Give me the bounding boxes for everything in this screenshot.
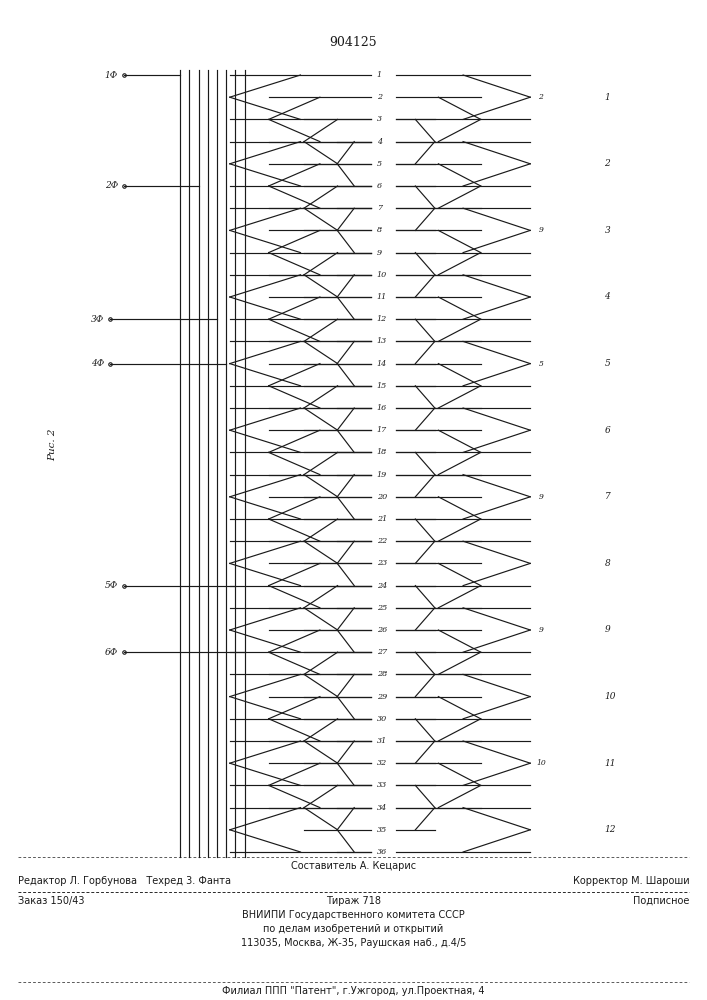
Text: 5: 5	[539, 360, 543, 368]
Text: 16: 16	[377, 404, 387, 412]
Text: 4: 4	[604, 292, 610, 301]
Text: 1Ф: 1Ф	[105, 70, 118, 80]
Text: 34: 34	[377, 804, 387, 812]
Text: 29: 29	[377, 693, 387, 701]
Text: 11: 11	[377, 293, 387, 301]
Text: 12: 12	[604, 825, 616, 834]
Text: 25: 25	[377, 604, 387, 612]
Text: 8: 8	[604, 559, 610, 568]
Text: Тираж 718: Тираж 718	[326, 896, 381, 906]
Text: 20: 20	[377, 493, 387, 501]
Text: 2: 2	[604, 159, 610, 168]
Text: 5: 5	[377, 160, 382, 168]
Text: 9: 9	[539, 493, 543, 501]
Text: Рис. 2: Рис. 2	[49, 429, 57, 461]
Text: 23: 23	[377, 559, 387, 567]
Text: 6: 6	[604, 426, 610, 435]
Text: 2Ф: 2Ф	[105, 182, 118, 190]
Text: 2: 2	[377, 93, 382, 101]
Text: 1: 1	[604, 93, 610, 102]
Text: 14: 14	[377, 360, 387, 368]
Text: по делам изобретений и открытий: по делам изобретений и открытий	[264, 924, 443, 934]
Text: 24: 24	[377, 582, 387, 590]
Text: 3: 3	[604, 226, 610, 235]
Text: 9: 9	[604, 626, 610, 635]
Text: 4Ф: 4Ф	[90, 359, 104, 368]
Text: Корректор М. Шароши: Корректор М. Шароши	[573, 876, 689, 886]
Text: 4: 4	[377, 138, 382, 146]
Text: 904125: 904125	[329, 36, 378, 49]
Text: 21: 21	[377, 515, 387, 523]
Text: 10: 10	[536, 759, 546, 767]
Text: Подписное: Подписное	[633, 896, 689, 906]
Text: 7: 7	[377, 204, 382, 212]
Text: 6: 6	[377, 182, 382, 190]
Text: 15: 15	[377, 382, 387, 390]
Text: 2: 2	[539, 93, 543, 101]
Text: 10: 10	[604, 692, 616, 701]
Text: 19: 19	[377, 471, 387, 479]
Text: 9: 9	[539, 626, 543, 634]
Text: 28: 28	[377, 670, 387, 678]
Text: 10: 10	[377, 271, 387, 279]
Text: 13: 13	[377, 337, 387, 345]
Text: 33: 33	[377, 781, 387, 789]
Text: 9: 9	[539, 226, 543, 234]
Text: 12: 12	[377, 315, 387, 323]
Text: Составитель А. Кецарис: Составитель А. Кецарис	[291, 861, 416, 871]
Text: 113035, Москва, Ж-35, Раушская наб., д.4/5: 113035, Москва, Ж-35, Раушская наб., д.4…	[241, 938, 466, 948]
Text: 9: 9	[377, 249, 382, 257]
Text: 18: 18	[377, 448, 387, 456]
Text: 35: 35	[377, 826, 387, 834]
Text: Заказ 150/43: Заказ 150/43	[18, 896, 84, 906]
Text: Редактор Л. Горбунова   Техред 3. Фанта: Редактор Л. Горбунова Техред 3. Фанта	[18, 876, 230, 886]
Text: 36: 36	[377, 848, 387, 856]
Text: 17: 17	[377, 426, 387, 434]
Text: Филиал ППП "Патент", г.Ужгород, ул.Проектная, 4: Филиал ППП "Патент", г.Ужгород, ул.Проек…	[222, 986, 485, 996]
Text: 5: 5	[604, 359, 610, 368]
Text: 3Ф: 3Ф	[90, 315, 104, 324]
Text: 8: 8	[377, 226, 382, 234]
Text: 1: 1	[377, 71, 382, 79]
Text: 26: 26	[377, 626, 387, 634]
Text: 27: 27	[377, 648, 387, 656]
Text: 5Ф: 5Ф	[105, 581, 118, 590]
Text: 6Ф: 6Ф	[105, 648, 118, 657]
Text: 3: 3	[377, 115, 382, 123]
Text: 30: 30	[377, 715, 387, 723]
Text: 31: 31	[377, 737, 387, 745]
Text: 32: 32	[377, 759, 387, 767]
Text: 22: 22	[377, 537, 387, 545]
Text: 11: 11	[604, 759, 616, 768]
Text: 7: 7	[604, 492, 610, 501]
Text: ВНИИПИ Государственного комитета СССР: ВНИИПИ Государственного комитета СССР	[242, 910, 465, 920]
